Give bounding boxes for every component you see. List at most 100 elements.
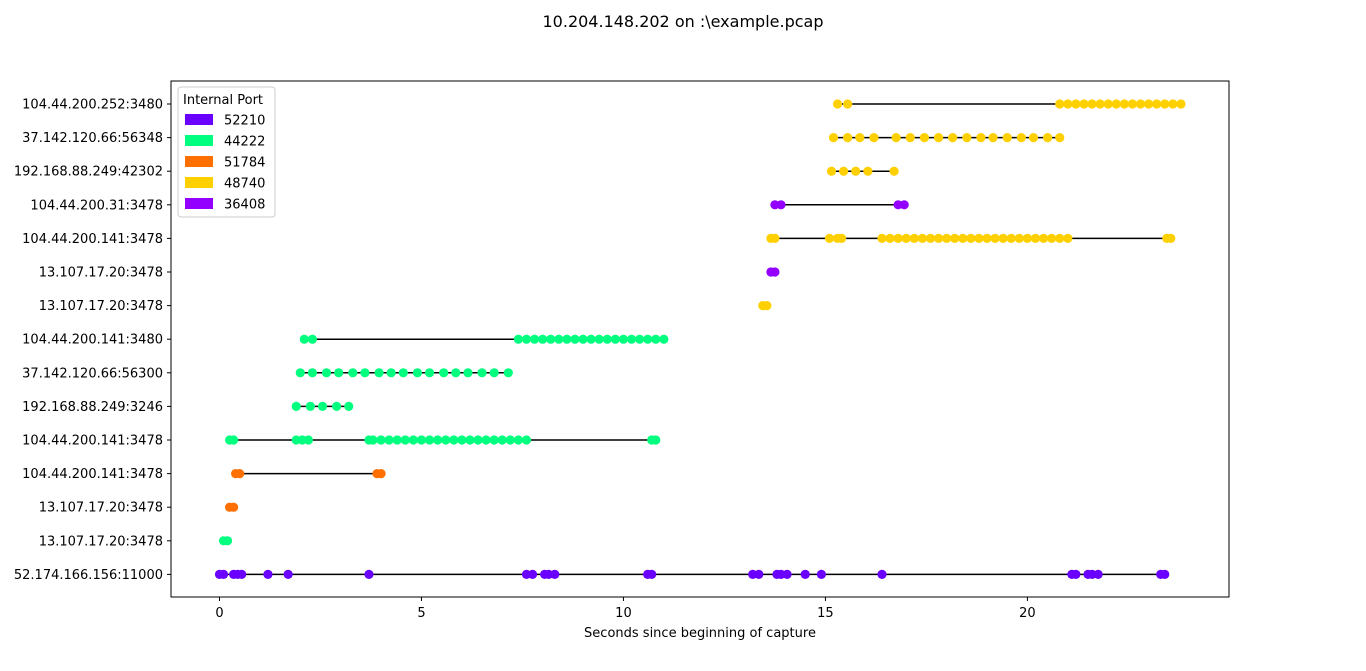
data-point (360, 368, 370, 378)
data-point (1006, 233, 1016, 243)
data-point (877, 233, 887, 243)
data-point (839, 166, 849, 176)
data-point (586, 334, 596, 344)
data-point (1166, 233, 1176, 243)
data-point (1071, 99, 1081, 109)
data-point (497, 435, 507, 445)
legend-swatch (185, 135, 213, 146)
data-point (334, 368, 344, 378)
data-point (1043, 133, 1053, 143)
data-point (1160, 569, 1170, 580)
data-point (291, 401, 301, 411)
data-point (368, 435, 378, 445)
legend-title: Internal Port (183, 93, 263, 108)
data-point (303, 435, 313, 445)
data-point (441, 435, 451, 445)
y-tick-label: 192.168.88.249:3246 (22, 400, 163, 415)
data-point (1176, 99, 1186, 109)
data-point (594, 334, 604, 344)
data-point (457, 435, 467, 445)
data-point (762, 301, 772, 311)
data-point (1095, 99, 1105, 109)
y-tick-label: 13.107.17.20:3478 (39, 501, 163, 516)
data-point (218, 569, 229, 580)
data-point (836, 233, 847, 243)
data-point (626, 334, 637, 344)
data-point (305, 401, 315, 411)
data-point (481, 435, 491, 445)
data-point (384, 435, 394, 445)
data-point (618, 334, 629, 344)
data-point (477, 368, 487, 378)
data-point (1038, 233, 1049, 243)
data-point (1093, 569, 1103, 580)
chart-title: 10.204.148.202 on :\example.pcap (543, 12, 824, 31)
data-point (463, 368, 473, 378)
data-point (317, 401, 328, 411)
data-point (851, 166, 861, 176)
data-point (905, 133, 915, 143)
data-point (554, 334, 564, 344)
data-point (229, 435, 239, 445)
y-tick-label: 37.142.120.66:56300 (22, 366, 163, 381)
data-point (1144, 99, 1154, 109)
data-point (344, 401, 354, 411)
y-tick-label: 104.44.200.141:3478 (22, 232, 163, 247)
data-point (828, 133, 839, 143)
data-point (843, 133, 853, 143)
data-point (529, 334, 540, 344)
data-point (1160, 99, 1170, 109)
data-point (925, 233, 936, 243)
y-tick-label: 13.107.17.20:3478 (39, 266, 163, 281)
y-tick-label: 104.44.200.31:3478 (30, 198, 163, 213)
data-point (1063, 99, 1073, 109)
data-point (917, 233, 927, 243)
data-point (1014, 233, 1024, 243)
y-tick-label: 13.107.17.20:3478 (39, 534, 163, 549)
data-point (988, 133, 998, 143)
data-point (770, 233, 780, 243)
data-point (1152, 99, 1162, 109)
data-point (424, 435, 435, 445)
data-point (1055, 233, 1065, 243)
legend-swatch (185, 114, 213, 125)
legend-label: 52210 (224, 114, 265, 129)
data-point (832, 99, 843, 109)
y-tick-label: 104.44.200.252:3480 (22, 98, 163, 113)
data-point (527, 569, 538, 580)
data-point (1030, 233, 1041, 243)
x-axis: 0 5 10 15 20 (215, 597, 1036, 621)
x-axis-label: Seconds since beginning of capture (584, 626, 816, 641)
connection-lines (219, 103, 1181, 576)
data-point (891, 133, 901, 143)
data-point (489, 368, 499, 378)
y-tick-label: 52.174.166.156:11000 (14, 568, 163, 583)
data-point (800, 569, 810, 580)
data-point (919, 133, 930, 143)
legend-swatch (185, 177, 213, 188)
data-point (376, 469, 386, 479)
data-point (412, 368, 423, 378)
data-point (909, 233, 919, 243)
data-point (816, 569, 826, 580)
data-point (1022, 233, 1033, 243)
data-point (489, 435, 499, 445)
data-point (869, 133, 879, 143)
data-point (877, 569, 887, 580)
data-point (651, 435, 661, 445)
data-point (966, 233, 976, 243)
data-point (826, 166, 837, 176)
data-point (263, 569, 273, 580)
data-point (958, 233, 968, 243)
data-point (550, 569, 560, 580)
data-point (513, 435, 524, 445)
data-point (439, 368, 449, 378)
data-point (1055, 133, 1065, 143)
data-point (976, 133, 986, 143)
data-point (899, 200, 909, 210)
data-point (863, 166, 873, 176)
data-point (321, 368, 332, 378)
legend-label: 36408 (224, 198, 265, 213)
data-point (770, 267, 780, 277)
